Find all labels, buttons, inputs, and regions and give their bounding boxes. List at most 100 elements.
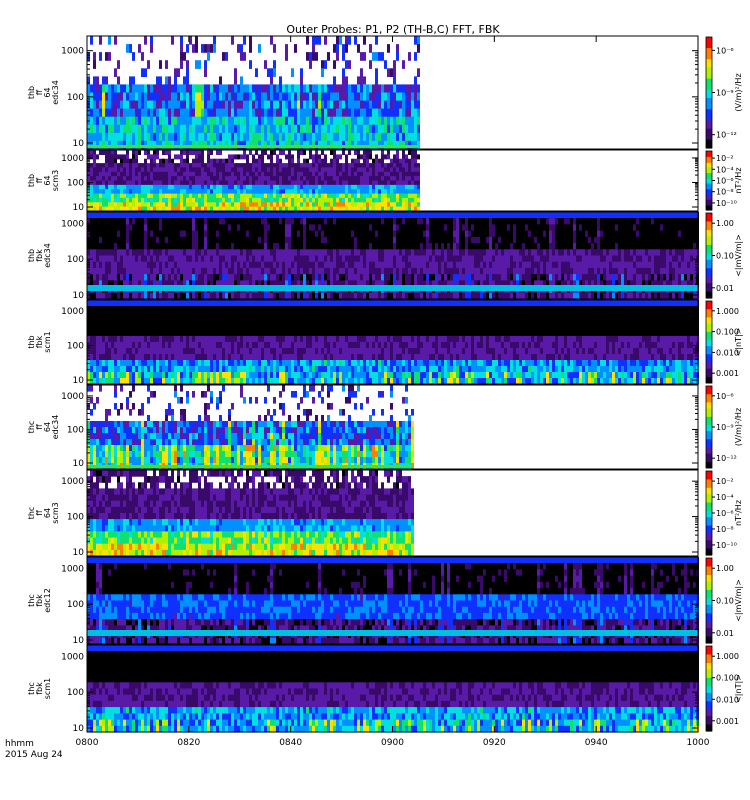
panel-label-line: 64 [43, 508, 52, 518]
colorbar-unit-label: (V/m)²/Hz [734, 408, 743, 446]
panel-1: 10 100 1000 thb ff 64 edc34 10⁻⁶ 10⁻⁹ 10⁻¹² (V/m)²… [27, 35, 743, 150]
y-tick-label: 100 [67, 513, 84, 523]
panel-label-line: thc [27, 594, 36, 607]
heatmap-image [87, 470, 414, 557]
panel-label-line: thb [27, 335, 36, 348]
panel-4: 10 100 1000 thb fbk scm1 1.000 0.100 0.010 0.001 <… [27, 299, 743, 386]
y-tick-label: 1000 [61, 652, 84, 662]
panel-label-line: 64 [43, 87, 52, 97]
colorbar-unit-label: (V/m)²/Hz [734, 73, 743, 111]
colorbar-tick-label: 10⁻⁴ [716, 493, 734, 502]
y-tick-label: 1000 [61, 392, 84, 402]
x-tick-label: 0840 [279, 738, 302, 748]
y-tick-label: 10 [73, 724, 85, 734]
panel-label-line: edc34 [43, 243, 52, 268]
panel-label-line: fbk [35, 335, 44, 348]
y-tick-label: 100 [67, 688, 84, 698]
colorbar-tick-label: 0.001 [716, 717, 739, 726]
colorbar: 1.000 0.100 0.010 0.001 <|nT|> [705, 300, 743, 384]
y-tick-label: 100 [67, 93, 84, 103]
colorbar-tick-label: 0.01 [716, 629, 734, 638]
y-tick-label: 100 [67, 178, 84, 188]
y-tick-label: 1000 [61, 307, 84, 317]
y-tick-label: 100 [67, 425, 84, 435]
y-tick-label: 1000 [61, 477, 84, 487]
heatmap-image [87, 557, 699, 645]
panel-label-line: fbk [35, 594, 44, 607]
colorbar: 10⁻² 10⁻⁴ 10⁻⁶ 10⁻⁸ 10⁻¹⁰ nT²/Hz [705, 470, 743, 556]
panel-label-line: thb [27, 249, 36, 262]
colorbar: 10⁻⁶ 10⁻⁹ 10⁻¹² (V/m)²/Hz [705, 385, 743, 469]
panel-label-line: ff [35, 177, 44, 183]
colorbar-unit-label: nT²/Hz [734, 167, 743, 193]
panel-5: 10 100 1000 thc ff 64 edc34 10⁻⁶ 10⁻⁹ 10⁻¹² (V/m)²… [27, 384, 743, 470]
colorbar-tick-label: 0.010 [716, 695, 739, 704]
panel-6: 10 100 1000 thc ff 64 scm3 10⁻² 10⁻⁴ 10⁻⁶ 10⁻⁸ 10⁻¹… [27, 469, 743, 558]
panel-frame [86, 149, 699, 212]
heatmap-image [87, 300, 699, 385]
panel-label-line: scm3 [51, 170, 60, 191]
panel-label-line: edc34 [51, 80, 60, 105]
panel-3: 10 100 1000 thb fbk edc34 1.00 0.10 0.01<|mV/m|> [27, 211, 743, 301]
panel-label-line: scm1 [43, 678, 52, 699]
x-tick-label: 0920 [483, 738, 506, 748]
panel-label-line: fbk [35, 249, 44, 262]
colorbar-tick-label: 10⁻¹² [716, 131, 737, 140]
y-tick-label: 1000 [61, 154, 84, 164]
heatmap-image [87, 385, 414, 470]
y-tick-label: 10 [73, 636, 85, 646]
heatmap-image [87, 645, 699, 733]
x-tick-label: 0940 [585, 738, 608, 748]
panel-frame [86, 556, 699, 645]
colorbar-tick-label: 1.000 [716, 652, 739, 661]
panel-frame [86, 211, 699, 300]
panel-label-line: edc12 [43, 588, 52, 613]
y-tick-label: 10 [73, 291, 85, 301]
colorbar: 1.000 0.100 0.010 0.001 <|nT|> [705, 645, 743, 732]
panel-frame [86, 299, 699, 385]
y-tick-label: 10 [73, 376, 85, 386]
colorbar-tick-label: 10⁻⁶ [716, 392, 734, 401]
colorbar-tick-label: 1.00 [716, 564, 734, 573]
x-tick-label: 0800 [76, 738, 99, 748]
colorbar-tick-label: 10⁻⁹ [716, 423, 734, 432]
x-axis: 0800 0820 0840 0900 0920 0940 1000 [76, 36, 710, 748]
y-tick-label: 100 [67, 255, 84, 265]
panel-label-line: ff [35, 89, 44, 95]
colorbar-tick-label: 10⁻¹⁰ [716, 199, 737, 208]
panel-label-line: thb [27, 86, 36, 99]
panel-label-line: thc [27, 507, 36, 520]
colorbar-unit-label: <|nT|> [734, 674, 743, 703]
panel-7: 10 100 1000 thc fbk edc12 1.00 0.10 0.01<|mV/m|> [27, 556, 743, 646]
colorbar-tick-label: 10⁻⁶ [716, 509, 734, 518]
colorbar-tick-label: 10⁻² [716, 154, 734, 163]
x-tick-label: 0820 [177, 738, 200, 748]
colorbar-tick-label: 0.010 [716, 348, 739, 357]
colorbar-tick-label: 0.001 [716, 369, 739, 378]
panel-frame [86, 384, 699, 470]
heatmap-image [87, 36, 420, 150]
colorbar-tick-label: 0.10 [716, 252, 734, 261]
panel-label-line: ff [35, 510, 44, 516]
colorbar-tick-label: 0.100 [716, 328, 739, 337]
colorbar-tick-label: 10⁻¹⁰ [716, 541, 737, 550]
panel-label-line: fbk [35, 682, 44, 695]
y-tick-label: 1000 [61, 219, 84, 229]
colorbar-tick-label: 10⁻⁸ [716, 525, 734, 534]
colorbar-tick-label: 1.000 [716, 307, 739, 316]
panel-frame [86, 469, 699, 557]
panel-label-line: scm1 [43, 331, 52, 352]
y-tick-label: 10 [73, 459, 85, 469]
panel-label-line: scm3 [51, 502, 60, 523]
colorbar-tick-label: 10⁻⁶ [716, 46, 734, 55]
x-tick-label: 1000 [687, 738, 710, 748]
colorbar-unit-label: <|mV/m|> [734, 234, 743, 277]
colorbar-tick-label: 0.100 [716, 674, 739, 683]
colorbar-tick-label: 10⁻¹² [716, 454, 737, 463]
colorbar: 1.00 0.10 0.01<|mV/m|> [705, 557, 743, 644]
colorbar-tick-label: 10⁻⁴ [716, 165, 734, 174]
colorbar-unit-label: nT²/Hz [734, 500, 743, 526]
colorbar-tick-label: 10⁻⁶ [716, 177, 734, 186]
colorbar-unit-label: <|mV/m|> [734, 579, 743, 622]
